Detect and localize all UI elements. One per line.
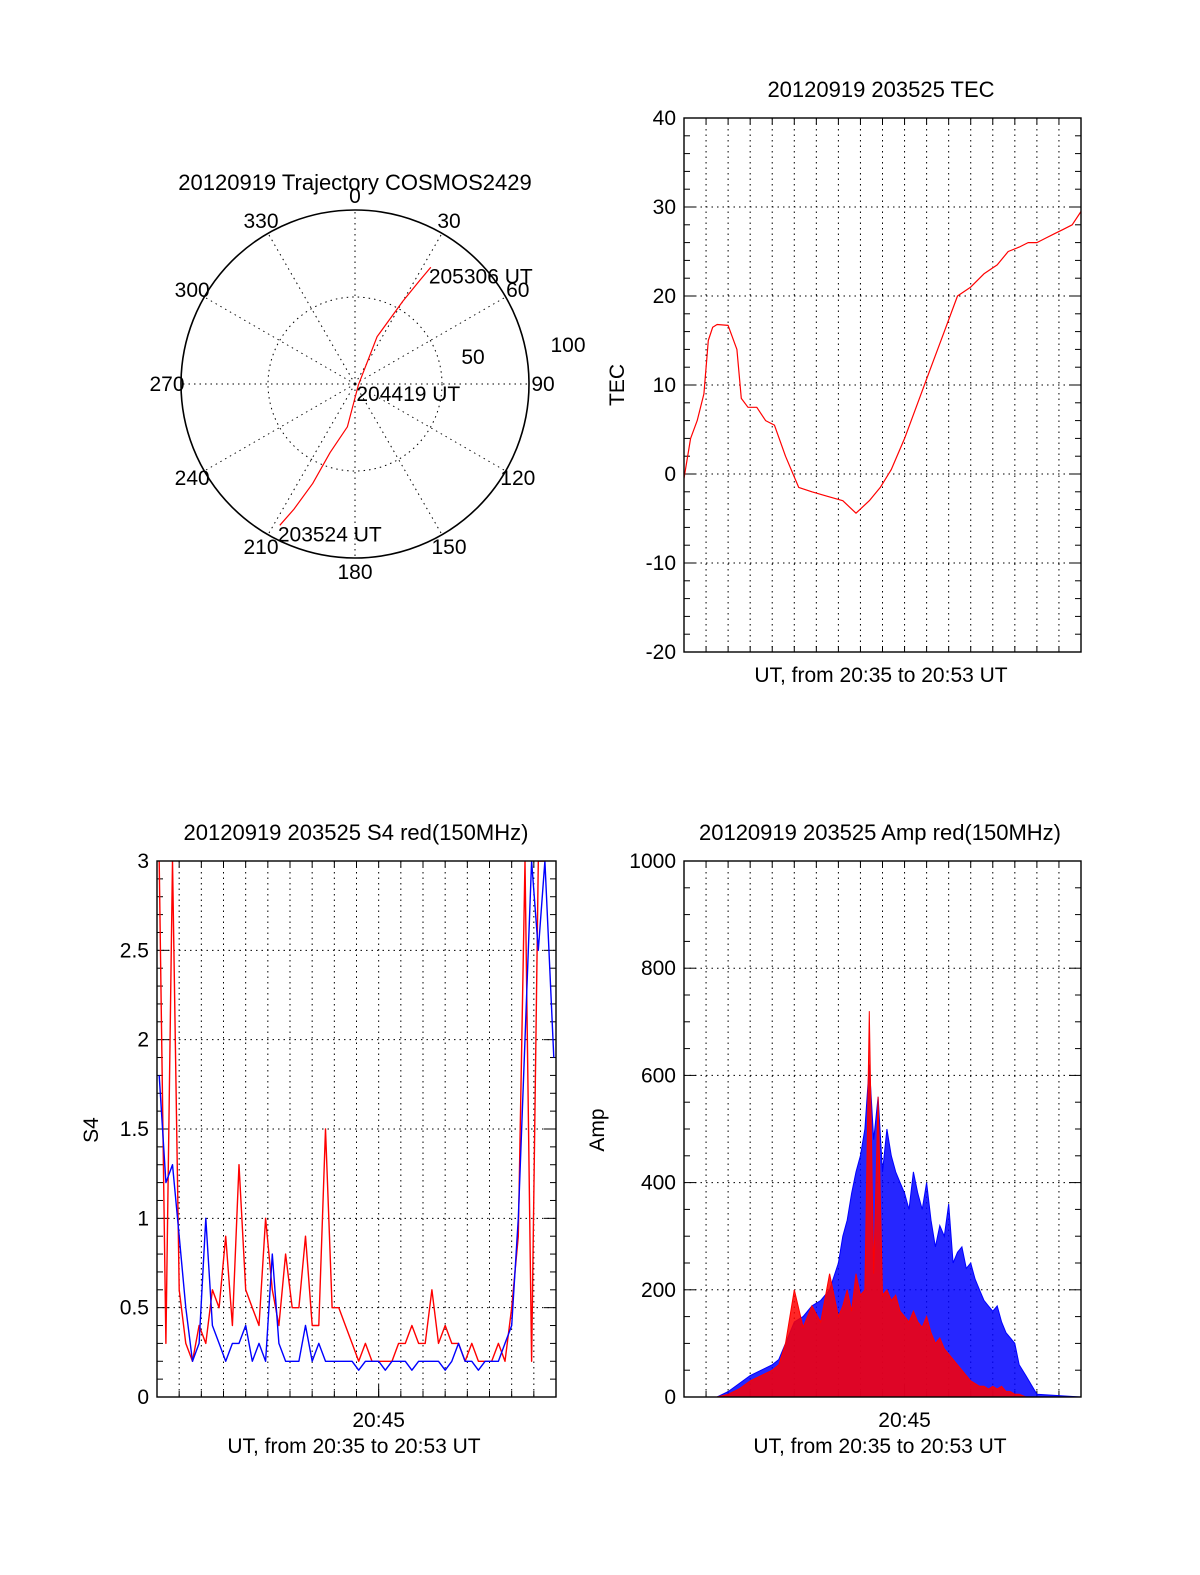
y-tick-label: 1.5: [120, 1118, 149, 1141]
y-tick-label: 400: [641, 1172, 676, 1195]
angle-label: 90: [531, 373, 554, 396]
y-tick-label: 800: [641, 957, 676, 980]
y-tick-label: 0: [664, 463, 676, 486]
amp-xlabel: UT, from 20:35 to 20:53 UT: [753, 1435, 1006, 1458]
radius-label: 100: [550, 334, 585, 357]
y-tick-label: 200: [641, 1279, 676, 1302]
series-blue: [158, 861, 555, 1371]
angle-label: 270: [149, 373, 184, 396]
polar-grid-circle: [267, 296, 443, 472]
angle-label: 210: [243, 536, 278, 559]
tec-title: 20120919 203525 TEC: [767, 77, 994, 102]
series-blue: [684, 1064, 1081, 1397]
s4-ylabel: S4: [80, 1117, 103, 1143]
polar-radius-labels: 50 100: [461, 334, 585, 369]
y-tick-label: 30: [653, 196, 676, 219]
angle-label: 330: [243, 210, 278, 233]
series-red: [158, 861, 545, 1363]
angle-label: 300: [175, 279, 210, 302]
x-tick-label: 20:45: [878, 1409, 931, 1432]
y-tick-label: 1000: [629, 850, 676, 873]
series-red: [684, 1011, 1081, 1397]
axes-frame: [683, 860, 1082, 1398]
y-tick-label: 1: [137, 1207, 149, 1230]
trajectory-annotation: 203524 UT: [278, 523, 382, 546]
s4-plot-area: 0 0.5 1 1.5 2 2.5 3 20:45: [120, 850, 557, 1432]
polar-spoke: [267, 233, 356, 385]
angle-label: 240: [175, 467, 210, 490]
y-tick-label: 3: [137, 850, 149, 873]
y-tick-label: -20: [646, 641, 676, 664]
polar-spoke: [354, 296, 506, 385]
polar-spoke: [204, 383, 356, 472]
amp-chart: 20120919 203525 Amp red(150MHz) 0 200 400 6…: [586, 820, 1082, 1458]
y-tick-label: 0: [137, 1386, 149, 1409]
angle-label: 60: [506, 279, 529, 302]
trajectory-series: [279, 266, 432, 526]
polar-spoke: [354, 233, 443, 385]
polar-grid: [180, 209, 530, 559]
polar-spoke: [204, 296, 356, 385]
y-tick-label: 20: [653, 285, 676, 308]
s4-title: 20120919 203525 S4 red(150MHz): [184, 820, 529, 845]
y-tick-label: 2.5: [120, 939, 149, 962]
polar-spoke: [354, 383, 506, 472]
y-tick-label: 600: [641, 1064, 676, 1087]
trajectory-polar-chart: 20120919 Trajectory COSMOS2429 0 30 60 90 12…: [149, 170, 585, 584]
angle-label: 180: [337, 561, 372, 584]
angle-label: 150: [431, 536, 466, 559]
trajectory-annotation: 204419 UT: [356, 383, 460, 406]
polar-outer-circle: [180, 209, 530, 559]
s4-xlabel: UT, from 20:35 to 20:53 UT: [227, 1435, 480, 1458]
trajectory-line: [279, 266, 432, 526]
y-tick-label: 0: [664, 1386, 676, 1409]
y-tick-label: 10: [653, 374, 676, 397]
y-tick-label: -10: [646, 552, 676, 575]
polar-spoke: [267, 383, 356, 535]
trajectory-annotations: 203524 UT 204419 UT 205306 UT: [278, 265, 533, 546]
amp-ylabel: Amp: [586, 1108, 609, 1151]
tec-xlabel: UT, from 20:35 to 20:53 UT: [754, 664, 1007, 687]
axes-frame: [156, 860, 557, 1398]
amp-title: 20120919 203525 Amp red(150MHz): [699, 820, 1061, 845]
angle-label: 30: [437, 210, 460, 233]
s4-chart: 20120919 203525 S4 red(150MHz) 0 0.5 1 1.5 2…: [80, 820, 557, 1458]
tec-plot-area: -20 -10 0 10 20 30 40: [646, 107, 1082, 664]
angle-label: 120: [500, 467, 535, 490]
y-tick-label: 40: [653, 107, 676, 130]
radius-label: 50: [461, 346, 484, 369]
series-group: [684, 1011, 1081, 1397]
series-group: [158, 861, 555, 1371]
x-tick-label: 20:45: [352, 1409, 405, 1432]
polar-angle-labels: 0 30 60 90 120 150 180 210 240 270 300 330: [149, 185, 554, 584]
polar-spoke: [354, 383, 443, 535]
tec-ylabel: TEC: [606, 364, 629, 406]
series-red: [684, 211, 1081, 514]
axes-frame: [683, 117, 1082, 653]
trajectory-title: 20120919 Trajectory COSMOS2429: [178, 170, 531, 195]
series-group: [684, 211, 1081, 514]
trajectory-annotation: 205306 UT: [429, 265, 533, 288]
amp-plot-area: 0 200 400 600 800 1000 20:45: [629, 850, 1082, 1432]
y-tick-label: 0.5: [120, 1297, 149, 1320]
y-tick-label: 2: [137, 1029, 149, 1052]
angle-label: 0: [349, 185, 361, 208]
